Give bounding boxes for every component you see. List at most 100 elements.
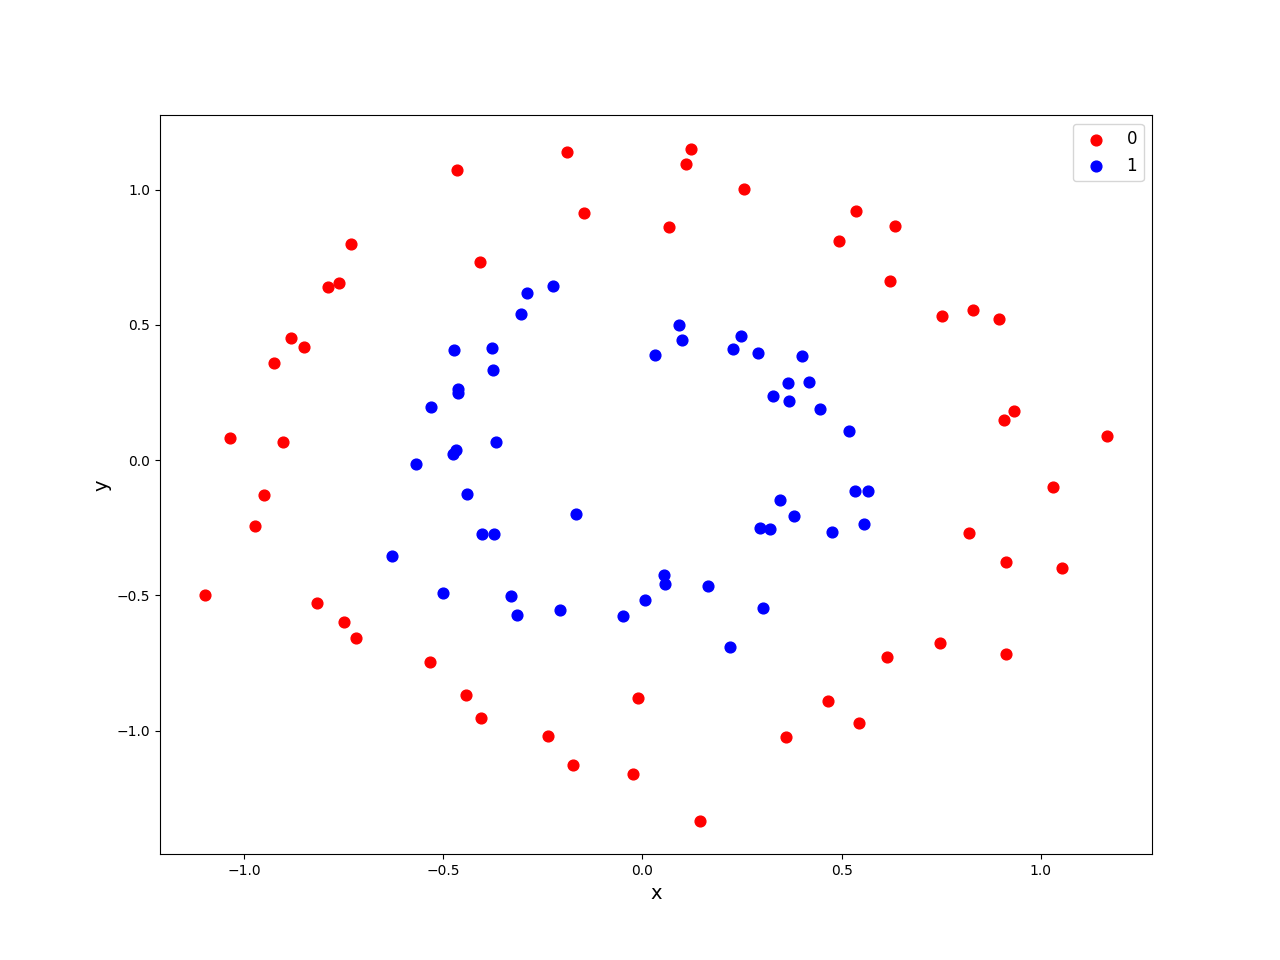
0 bbox=[963, 302, 983, 318]
1 bbox=[433, 586, 453, 601]
0 bbox=[573, 205, 594, 221]
0 bbox=[334, 614, 355, 630]
1 bbox=[445, 442, 466, 457]
1 bbox=[500, 588, 521, 604]
1 bbox=[483, 362, 503, 377]
1 bbox=[778, 375, 799, 391]
0 bbox=[1004, 403, 1024, 419]
0 bbox=[932, 308, 952, 324]
0 bbox=[195, 588, 215, 603]
0 bbox=[456, 687, 476, 703]
1 bbox=[672, 332, 692, 348]
1 bbox=[486, 434, 507, 449]
X-axis label: x: x bbox=[650, 883, 662, 902]
0 bbox=[659, 220, 680, 235]
1 bbox=[448, 386, 468, 401]
1 bbox=[799, 374, 819, 390]
0 bbox=[690, 813, 710, 828]
0 bbox=[884, 218, 905, 233]
0 bbox=[329, 276, 349, 291]
0 bbox=[253, 487, 274, 502]
0 bbox=[849, 715, 869, 731]
1 bbox=[854, 516, 874, 532]
0 bbox=[828, 233, 849, 249]
1 bbox=[769, 492, 790, 508]
1 bbox=[723, 342, 744, 357]
1 bbox=[753, 600, 773, 615]
0 bbox=[622, 766, 643, 781]
0 bbox=[562, 757, 582, 773]
1 bbox=[406, 456, 426, 471]
0 bbox=[220, 430, 241, 445]
0 bbox=[996, 646, 1016, 661]
1 bbox=[484, 527, 504, 542]
0 bbox=[307, 595, 328, 611]
0 bbox=[1043, 480, 1064, 495]
1 bbox=[748, 346, 768, 361]
0 bbox=[877, 649, 897, 664]
0 bbox=[557, 144, 577, 159]
0 bbox=[733, 181, 754, 197]
1 bbox=[731, 328, 751, 344]
0 bbox=[346, 631, 366, 646]
1 bbox=[783, 508, 804, 523]
0 bbox=[993, 412, 1014, 427]
1 bbox=[635, 592, 655, 608]
0 bbox=[538, 728, 558, 743]
0 bbox=[1051, 560, 1071, 575]
1 bbox=[543, 278, 563, 294]
1 bbox=[381, 548, 402, 564]
1 bbox=[507, 608, 527, 623]
1 bbox=[483, 340, 503, 355]
0 bbox=[280, 330, 301, 346]
0 bbox=[628, 690, 649, 706]
0 bbox=[989, 311, 1010, 326]
1 bbox=[645, 348, 666, 363]
0 bbox=[996, 554, 1016, 569]
0 bbox=[264, 355, 284, 371]
1 bbox=[655, 576, 676, 591]
1 bbox=[443, 446, 463, 462]
1 bbox=[792, 348, 813, 364]
1 bbox=[443, 342, 463, 357]
1 bbox=[810, 401, 831, 417]
1 bbox=[457, 487, 477, 502]
0 bbox=[471, 709, 492, 725]
1 bbox=[654, 567, 675, 583]
Y-axis label: y: y bbox=[92, 479, 111, 491]
0 bbox=[676, 156, 696, 172]
0 bbox=[340, 236, 361, 252]
1 bbox=[472, 526, 493, 541]
1 bbox=[760, 521, 781, 537]
1 bbox=[517, 285, 538, 300]
1 bbox=[447, 381, 467, 396]
1 bbox=[420, 399, 440, 415]
1 bbox=[719, 639, 740, 655]
0 bbox=[818, 693, 838, 708]
Legend: 0, 1: 0, 1 bbox=[1073, 124, 1143, 181]
0 bbox=[959, 525, 979, 540]
0 bbox=[420, 654, 440, 669]
0 bbox=[681, 141, 701, 156]
0 bbox=[879, 273, 900, 288]
0 bbox=[846, 203, 867, 218]
0 bbox=[293, 339, 314, 354]
1 bbox=[549, 603, 570, 618]
0 bbox=[244, 518, 265, 534]
1 bbox=[566, 506, 586, 521]
0 bbox=[273, 434, 293, 449]
0 bbox=[776, 729, 796, 744]
0 bbox=[447, 162, 467, 178]
0 bbox=[470, 254, 490, 270]
1 bbox=[763, 389, 783, 404]
1 bbox=[511, 307, 531, 323]
0 bbox=[319, 279, 339, 295]
1 bbox=[845, 484, 865, 499]
1 bbox=[838, 423, 859, 439]
1 bbox=[858, 483, 878, 498]
1 bbox=[822, 524, 842, 540]
0 bbox=[1097, 428, 1117, 444]
1 bbox=[780, 393, 800, 408]
1 bbox=[613, 608, 634, 623]
1 bbox=[669, 318, 690, 333]
